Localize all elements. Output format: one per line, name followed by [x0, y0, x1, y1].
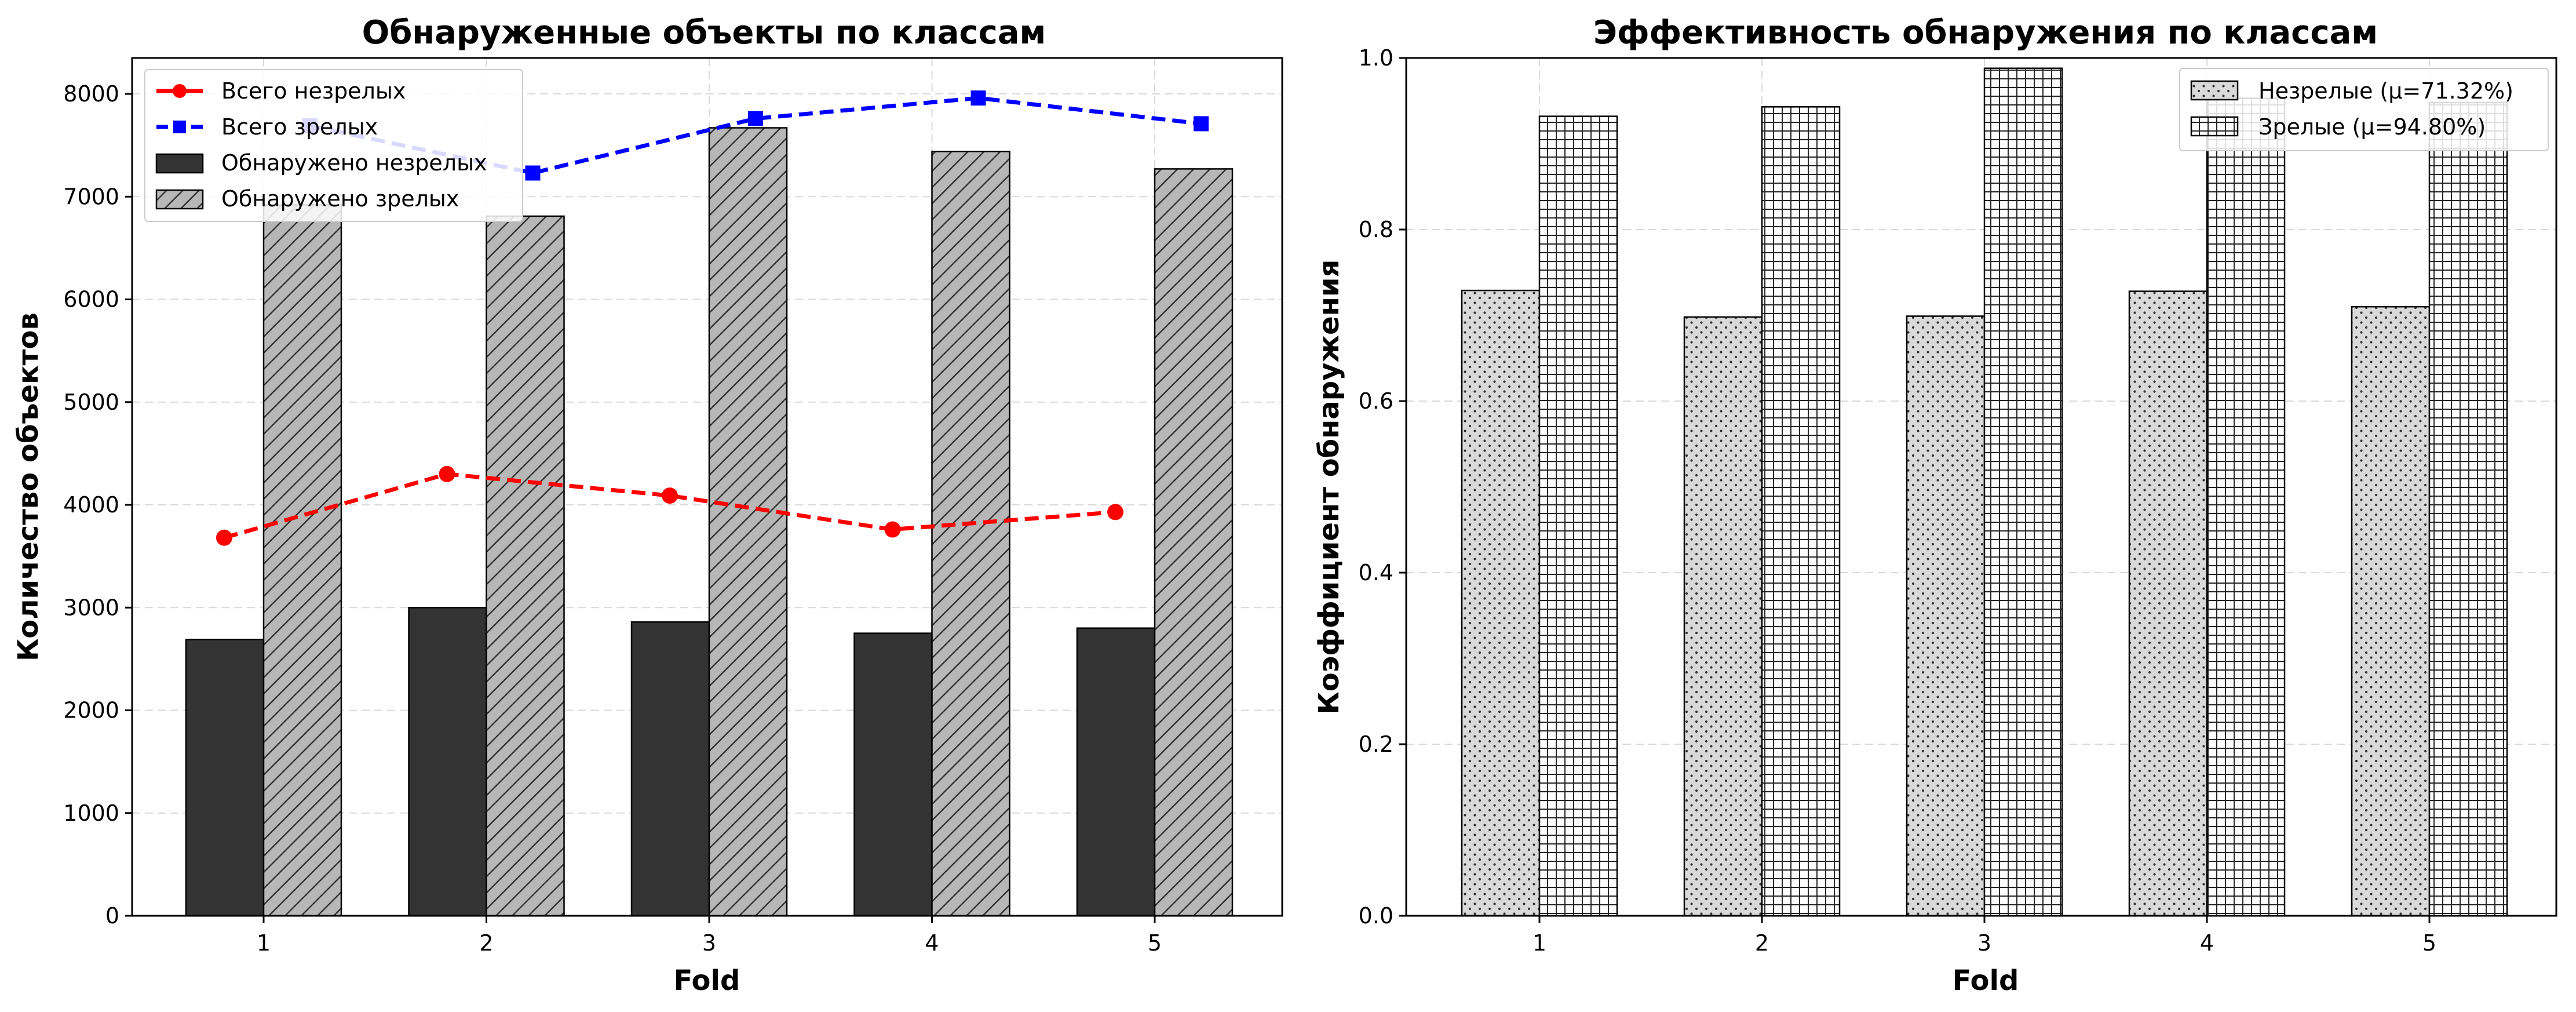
bar	[486, 215, 565, 917]
x-tick-label: 1	[1533, 930, 1546, 956]
y-tick-label: 0.0	[1359, 903, 1393, 929]
bar	[1076, 627, 1156, 917]
y-tick-label: 8000	[63, 81, 119, 107]
bar	[853, 632, 933, 917]
y-axis-label: Коэффициент обнаружения	[1313, 260, 1345, 715]
y-tick-label: 1.0	[1359, 45, 1393, 71]
y-tick-label: 1000	[63, 800, 119, 826]
data-point	[970, 90, 986, 106]
y-tick-label: 3000	[63, 595, 119, 620]
bar	[2206, 97, 2286, 917]
bar	[262, 204, 342, 917]
legend-item-bar: Незрелые (μ=71.32%)	[2190, 78, 2513, 104]
legend-label: Всего незрелых	[221, 78, 406, 104]
legend-label: Зрелые (μ=94.80%)	[2258, 114, 2486, 140]
y-tick-label: 0.2	[1359, 731, 1393, 757]
bar	[630, 621, 710, 917]
legend-label: Всего зрелых	[221, 114, 378, 140]
legend-marker	[173, 121, 186, 133]
plot-area	[1405, 57, 2557, 917]
x-axis-label: Fold	[1953, 964, 2019, 997]
bar	[2351, 305, 2431, 917]
chart-title: Обнаруженные объекты по классам	[362, 14, 1046, 52]
bar	[408, 607, 487, 917]
data-point	[1107, 504, 1123, 520]
bars	[1461, 67, 2508, 917]
bars	[185, 127, 1234, 917]
x-tick-label: 3	[702, 930, 716, 956]
x-tick-label: 1	[257, 930, 271, 956]
legend: Всего незрелых Всего зрелых Обнаружено н…	[144, 69, 523, 222]
legend-swatch	[155, 189, 204, 210]
data-point	[525, 165, 541, 181]
bar	[2128, 290, 2208, 917]
legend-item-bar: Обнаружено незрелых	[155, 150, 487, 176]
data-point	[1194, 116, 1209, 132]
series-line	[224, 472, 1116, 540]
legend-box	[2179, 68, 2549, 151]
data-point	[662, 487, 678, 504]
bar	[1906, 315, 1986, 917]
data-point	[216, 529, 232, 546]
y-ticks: 0.0 0.2 0.4 0.6 0.8 1.0	[1359, 45, 1406, 929]
legend-swatch	[155, 153, 204, 174]
legend-item-bar: Обнаружено зрелых	[155, 186, 459, 212]
legend-item-line: Всего незрелых	[156, 78, 406, 104]
legend-item-bar: Зрелые (μ=94.80%)	[2190, 114, 2486, 140]
x-tick-label: 3	[1977, 930, 1991, 956]
legend-label: Незрелые (μ=71.32%)	[2258, 78, 2513, 104]
bar	[1538, 115, 1618, 917]
x-tick-label: 5	[1148, 930, 1162, 956]
y-tick-label: 0.8	[1359, 217, 1393, 242]
y-tick-label: 0.4	[1359, 560, 1393, 585]
x-tick-label: 5	[2422, 930, 2436, 956]
legend-marker	[173, 84, 187, 98]
chart-title: Эффективность обнаружения по классам	[1593, 14, 2378, 52]
bar	[1683, 316, 1763, 917]
bar	[708, 127, 788, 917]
chart-detected-objects: Обнаруженные объекты по классам 0 1000 200…	[12, 14, 1283, 997]
bar	[2428, 101, 2508, 917]
y-tick-label: 6000	[63, 287, 119, 312]
x-tick-label: 2	[1755, 930, 1769, 956]
x-axis-label: Fold	[674, 964, 740, 997]
bar	[1761, 106, 1841, 917]
x-ticks: 1 2 3 4 5	[1533, 916, 2436, 956]
bar	[185, 638, 265, 917]
x-ticks: 1 2 3 4 5	[257, 916, 1162, 956]
legend-item-line: Всего зрелых	[156, 114, 378, 140]
data-point	[748, 111, 763, 126]
y-ticks: 0 1000 2000 3000 4000 5000 6000 7000 8000	[63, 81, 132, 929]
legend-swatch	[2190, 116, 2239, 137]
x-tick-label: 2	[479, 930, 493, 956]
bar	[1983, 67, 2063, 917]
y-tick-label: 7000	[63, 184, 119, 209]
y-tick-label: 0	[105, 903, 119, 929]
data-point	[884, 521, 901, 538]
legend: Незрелые (μ=71.32%) Зрелые (μ=94.80%)	[2179, 68, 2549, 151]
bar	[1154, 168, 1234, 917]
y-axis-label: Количество объектов	[12, 312, 45, 661]
bar	[1461, 289, 1541, 917]
data-point	[439, 465, 455, 482]
legend-box	[144, 69, 523, 222]
x-tick-label: 4	[925, 930, 939, 956]
y-tick-label: 2000	[63, 698, 119, 723]
plot-area	[131, 57, 1283, 917]
legend-label: Обнаружено незрелых	[221, 150, 487, 176]
y-tick-label: 5000	[63, 389, 119, 415]
legend-label: Обнаружено зрелых	[221, 186, 459, 212]
chart-detection-rate: Эффективность обнаружения по классам 0.0…	[1313, 14, 2557, 997]
legend-swatch	[2190, 80, 2239, 101]
bar	[931, 151, 1010, 917]
y-tick-label: 4000	[63, 492, 119, 518]
x-tick-label: 4	[2200, 930, 2214, 956]
y-tick-label: 0.6	[1359, 388, 1393, 414]
